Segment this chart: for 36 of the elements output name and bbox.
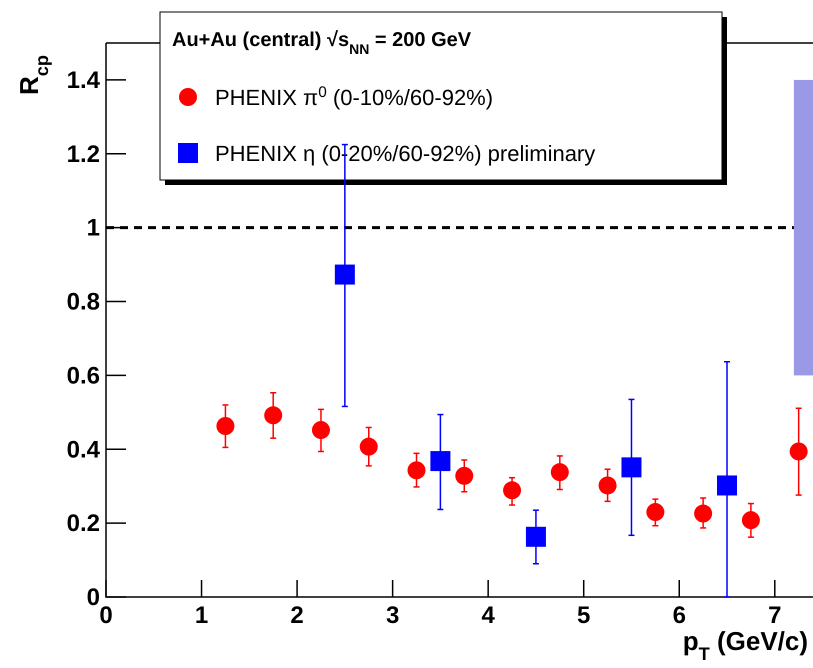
x-tick-label: 5 [577,602,590,629]
point [598,476,617,494]
y-tick-label: 0.6 [66,362,100,390]
x-tick-label: 7 [768,602,782,629]
point [430,451,450,472]
y-tick-label: 1.2 [66,140,100,168]
point [455,466,474,485]
y-tick-label: 0.4 [66,436,101,464]
point [334,264,355,285]
point [717,475,738,496]
point [360,438,378,456]
point [621,457,642,478]
legend-label: PHENIX π$^{0}$ (0-10%/60-92%) [215,84,494,110]
point [742,511,760,530]
y-tick-label: 1.4 [66,66,101,94]
point [790,442,808,460]
y-tick-label: 0.2 [66,510,100,538]
point [312,421,330,440]
y-tick-label: 0.8 [66,288,100,316]
y-tick-label: 0 [86,584,100,611]
x-tick-label: 4 [481,602,496,629]
point [646,503,664,522]
point [264,406,282,424]
point [550,463,569,482]
x-tick-label: 6 [672,602,686,629]
point [216,417,234,435]
point [503,481,522,500]
point [408,461,426,480]
point [694,504,712,523]
point [526,526,546,547]
x-tick-label: 1 [194,602,208,629]
y-tick-label: 1 [86,214,100,242]
x-axis-title: p$_{T}$ (GeV/c) [682,626,808,664]
legend-title: Au+Au (central) √s$_{NN}$ = 200 GeV [172,29,472,57]
x-tick-label: 3 [386,602,400,629]
x-tick-label: 2 [290,602,304,629]
